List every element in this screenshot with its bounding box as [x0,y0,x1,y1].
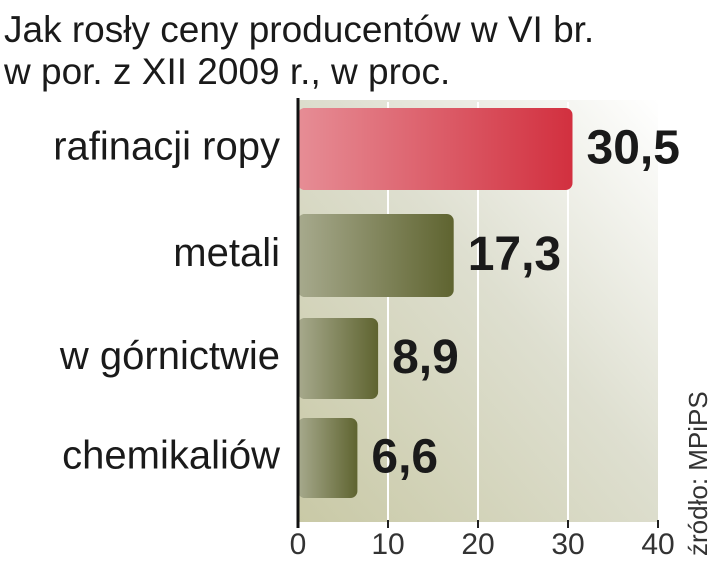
x-tick-label: 30 [551,528,584,561]
bar-sheen [298,318,379,399]
x-tick-label: 20 [461,528,494,561]
bar-sheen [298,214,454,297]
category-label: w górnictwie [59,334,280,378]
x-tick-label: 0 [290,528,307,561]
chart-title: w por. z XII 2009 r., w proc. [3,51,450,92]
source: źródło: MPiPS [683,391,713,556]
bar-sheen [298,418,358,498]
value-label: 8,9 [392,331,459,384]
value-label: 17,3 [468,228,561,281]
category-label: metali [173,231,280,275]
x-tick-label: 40 [641,528,674,561]
chart-title: Jak rosły ceny producentów w VI br. [4,9,594,50]
x-tick-label: 10 [371,528,404,561]
category-label: chemikaliów [62,434,280,478]
category-label: rafinacji ropy [53,125,280,169]
bar-sheen [298,108,573,190]
value-label: 30,5 [587,122,680,175]
value-label: 6,6 [371,431,438,484]
